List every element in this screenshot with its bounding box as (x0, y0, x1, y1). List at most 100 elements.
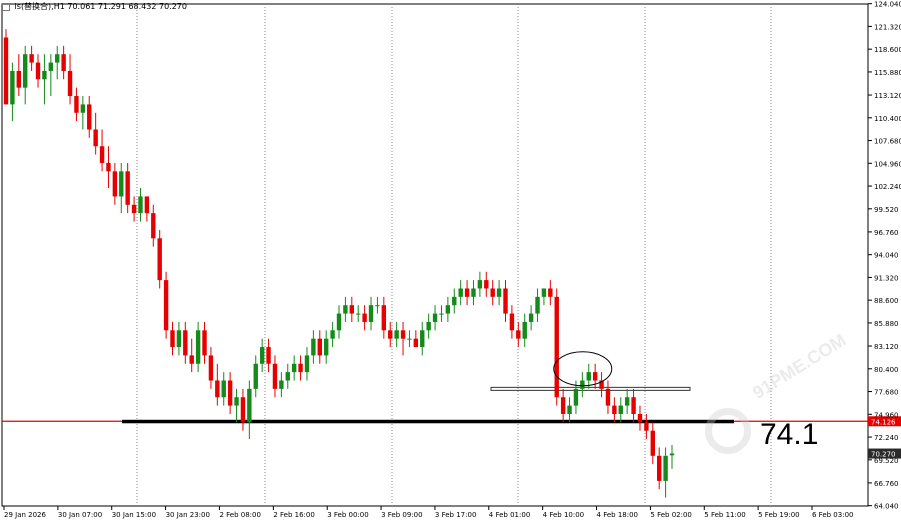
candle (61, 45, 66, 80)
candle (381, 296, 387, 339)
candle-body (432, 313, 438, 322)
resistance-zone (490, 386, 691, 391)
candle (93, 112, 98, 155)
candle-body (656, 455, 662, 481)
candle-body (388, 330, 393, 339)
candle (151, 204, 156, 247)
candle-body (170, 330, 175, 348)
y-tick-label: 104.960 (874, 160, 901, 168)
candle (420, 321, 425, 356)
candle (573, 380, 579, 414)
candle-body (439, 313, 444, 315)
x-tick-label: 3 Feb 09:00 (381, 511, 422, 519)
candle (266, 338, 271, 373)
candle-body (528, 313, 534, 322)
candle-body (323, 338, 329, 356)
candle (375, 296, 380, 314)
candle-body (464, 288, 470, 297)
candle (202, 321, 207, 364)
candle (522, 313, 527, 348)
candle (16, 54, 22, 97)
candle-body (144, 196, 150, 214)
candle-body (29, 54, 34, 63)
candle-body (445, 305, 451, 314)
candle-body (291, 363, 297, 373)
candle-body (240, 397, 246, 423)
candle-body (477, 280, 483, 289)
candle-body (343, 305, 348, 314)
candle-body (234, 397, 239, 406)
support-line (122, 419, 734, 424)
candle (509, 305, 515, 339)
y-tick-label: 64.040 (874, 503, 899, 511)
candle (362, 305, 367, 331)
candle-body (663, 455, 668, 481)
candle (618, 397, 623, 423)
candle (458, 280, 463, 306)
candle-body (516, 330, 521, 339)
candle (87, 96, 92, 138)
y-tick-label: 124.040 (874, 1, 901, 9)
candle-body (356, 313, 361, 315)
candle-body (605, 388, 611, 406)
candle (605, 380, 611, 414)
candle (298, 355, 303, 381)
candle-body (644, 422, 649, 431)
candle-body (285, 372, 290, 381)
candle (215, 363, 220, 406)
candle-body (215, 380, 220, 398)
candle-body (381, 305, 387, 331)
candle-body (548, 288, 553, 297)
candle-body (471, 288, 476, 297)
candle (484, 271, 489, 297)
candle (663, 447, 668, 498)
x-tick-label: 5 Feb 11:00 (704, 511, 745, 519)
candle (560, 388, 566, 423)
candle (279, 372, 284, 398)
candle-body (131, 204, 137, 214)
y-tick-label: 77.680 (874, 389, 899, 397)
candle-body (631, 397, 636, 414)
candle-body (541, 288, 547, 297)
candle-body (592, 372, 598, 381)
candle-body (99, 146, 105, 163)
last-price-label-bg (868, 448, 901, 459)
candle (74, 87, 79, 122)
y-tick-label: 107.680 (874, 138, 901, 146)
chart-menu-icon[interactable] (2, 2, 10, 11)
candle (170, 321, 175, 356)
candle-body (336, 313, 342, 331)
x-tick-label: 30 Jan 15:00 (112, 511, 156, 519)
candle-body (535, 296, 540, 314)
candle (131, 196, 137, 222)
candle (99, 129, 105, 172)
candle-body (612, 405, 617, 414)
candle-body (394, 330, 399, 339)
price-annotation: 74.1 (760, 418, 819, 451)
x-tick-label: 4 Feb 18:00 (597, 511, 638, 519)
y-tick-label: 66.760 (874, 480, 899, 488)
candle (631, 388, 636, 423)
candle-body (87, 104, 92, 130)
candle (10, 62, 15, 122)
candle (637, 405, 643, 431)
candle (259, 338, 265, 373)
candle-body (554, 296, 559, 398)
candle-body (650, 430, 655, 456)
candle (3, 29, 9, 105)
candle-body (195, 330, 201, 364)
candle (535, 288, 540, 322)
y-tick-label: 118.600 (874, 46, 901, 54)
candle (112, 162, 118, 205)
x-tick-label: 30 Jan 07:00 (58, 511, 102, 519)
candle-body (266, 347, 271, 364)
y-tick-label: 113.120 (874, 92, 901, 100)
candles-layer (3, 29, 675, 498)
y-tick-label: 85.880 (874, 320, 899, 328)
x-tick-label: 29 Jan 2026 (4, 511, 47, 519)
candle-body (304, 355, 310, 373)
candle (477, 271, 483, 297)
candle (285, 363, 290, 389)
